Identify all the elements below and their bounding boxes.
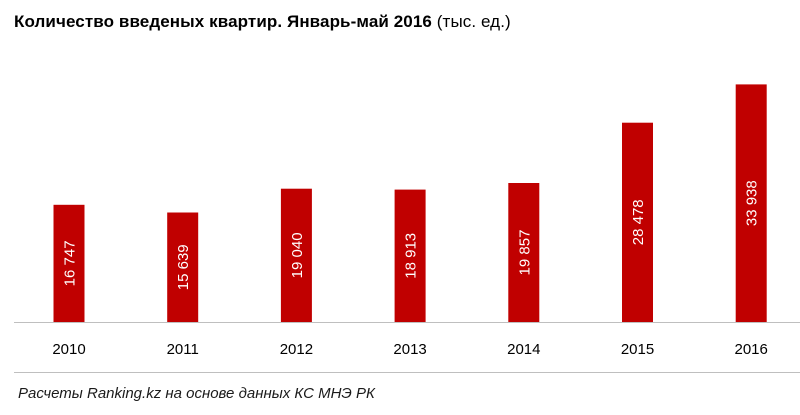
source-note: Расчеты Ranking.kz на основе данных КС М…: [18, 385, 375, 402]
bar-value-label-2010: 16 747: [62, 240, 79, 286]
x-tick-label-2015: 2015: [621, 341, 654, 358]
footer-divider: [14, 372, 800, 373]
bar-2012: [280, 188, 312, 322]
bar-value-label-2012: 19 040: [289, 232, 306, 278]
chart-title-unit: (тыс. ед.): [431, 12, 511, 31]
x-tick-label-2011: 2011: [167, 341, 199, 358]
bar-value-label-2016: 33 938: [744, 180, 761, 226]
x-tick-label-2010: 2010: [52, 341, 85, 358]
bar-chart: 16 747 2010 15 639 2011 19 040 2012 18 913 2013…: [14, 84, 800, 358]
bar-value-label-2011: 15 639: [175, 244, 192, 290]
x-tick-label-2014: 2014: [507, 341, 540, 358]
x-tick-label-2016: 2016: [735, 341, 768, 358]
bar-2013: [394, 189, 426, 322]
x-tick-label-2012: 2012: [280, 341, 313, 358]
bar-2016: [735, 84, 767, 323]
bar-value-label-2015: 28 478: [630, 199, 647, 245]
bar-2011: [167, 212, 199, 322]
bar-2010: [53, 204, 85, 322]
bar-2015: [622, 122, 653, 322]
bar-2014: [508, 183, 540, 322]
bar-value-label-2014: 19 857: [516, 230, 533, 276]
x-tick-label-2013: 2013: [393, 341, 426, 358]
bar-value-label-2013: 18 913: [403, 233, 420, 279]
chart-title: Количество введеных квартир. Январь-май …: [14, 12, 511, 32]
chart-title-main: Количество введеных квартир. Январь-май …: [14, 12, 432, 31]
